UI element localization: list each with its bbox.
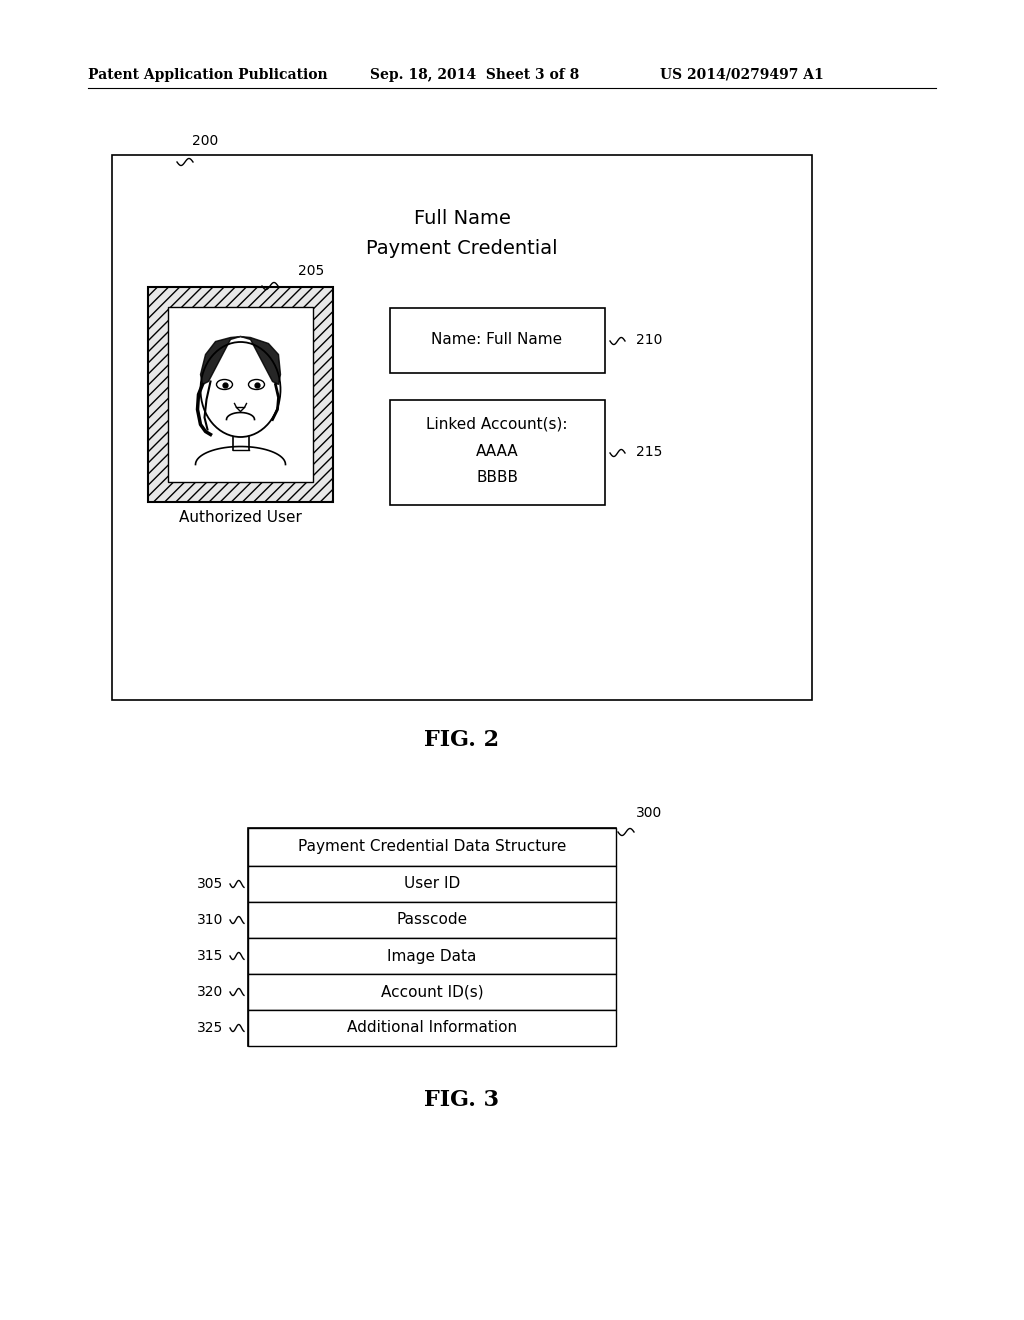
- Text: User ID: User ID: [403, 876, 460, 891]
- Bar: [248, 974, 616, 1010]
- Bar: [390, 308, 605, 374]
- Text: Linked Account(s):: Linked Account(s):: [426, 417, 567, 432]
- Text: Image Data: Image Data: [387, 949, 477, 964]
- Text: 200: 200: [193, 135, 218, 148]
- Text: 205: 205: [298, 264, 325, 279]
- Bar: [390, 400, 605, 506]
- Text: 300: 300: [636, 807, 663, 820]
- Text: US 2014/0279497 A1: US 2014/0279497 A1: [660, 69, 823, 82]
- Text: Payment Credential: Payment Credential: [367, 239, 558, 257]
- Bar: [148, 286, 333, 502]
- Text: Name: Full Name: Name: Full Name: [431, 333, 562, 347]
- Text: Account ID(s): Account ID(s): [381, 985, 483, 999]
- Text: Sep. 18, 2014  Sheet 3 of 8: Sep. 18, 2014 Sheet 3 of 8: [370, 69, 580, 82]
- Ellipse shape: [249, 380, 264, 389]
- Text: 320: 320: [197, 985, 223, 999]
- Bar: [248, 828, 616, 866]
- Ellipse shape: [216, 380, 232, 389]
- Text: Patent Application Publication: Patent Application Publication: [88, 69, 328, 82]
- Text: 310: 310: [197, 913, 223, 927]
- Text: BBBB: BBBB: [476, 470, 518, 486]
- Bar: [112, 154, 812, 700]
- Bar: [248, 1010, 616, 1045]
- Text: Authorized User: Authorized User: [178, 511, 301, 525]
- Bar: [248, 902, 616, 939]
- Polygon shape: [201, 337, 281, 384]
- Text: Additional Information: Additional Information: [347, 1020, 517, 1035]
- Text: FIG. 3: FIG. 3: [425, 1089, 500, 1111]
- Bar: [248, 828, 616, 1045]
- Text: 215: 215: [636, 445, 663, 459]
- Text: Full Name: Full Name: [414, 209, 510, 227]
- Text: AAAA: AAAA: [476, 445, 518, 459]
- Text: FIG. 2: FIG. 2: [424, 729, 500, 751]
- Bar: [248, 866, 616, 902]
- Bar: [168, 308, 313, 482]
- Text: 325: 325: [197, 1020, 223, 1035]
- Text: Passcode: Passcode: [396, 912, 468, 928]
- Text: 315: 315: [197, 949, 223, 964]
- Text: Payment Credential Data Structure: Payment Credential Data Structure: [298, 840, 566, 854]
- Text: 305: 305: [197, 876, 223, 891]
- Text: 210: 210: [636, 333, 663, 347]
- Ellipse shape: [201, 342, 281, 437]
- Bar: [248, 939, 616, 974]
